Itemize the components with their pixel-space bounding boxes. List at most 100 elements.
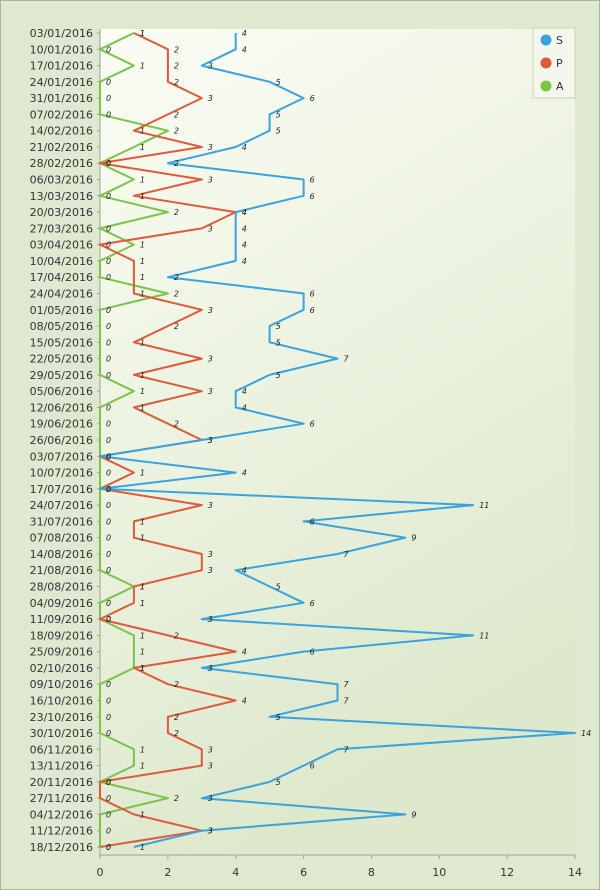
data-label-p: 2 <box>174 62 179 71</box>
y-tick-label: 15/05/2016 <box>30 336 93 349</box>
y-tick-label: 18/09/2016 <box>30 629 93 642</box>
y-tick-label: 19/06/2016 <box>30 418 93 431</box>
data-label-p: 1 <box>140 583 145 592</box>
x-tick-label: 2 <box>164 866 171 879</box>
data-label-s: 2 <box>174 159 179 168</box>
legend-swatch-a <box>540 80 552 92</box>
data-label-p: 1 <box>140 29 145 38</box>
data-label-a: 0 <box>106 566 111 575</box>
y-tick-label: 13/11/2016 <box>30 760 93 773</box>
data-label-a: 2 <box>174 794 179 803</box>
data-label-p: 1 <box>140 289 145 298</box>
y-tick-label: 11/12/2016 <box>30 825 93 838</box>
data-label-a: 0 <box>106 827 111 836</box>
data-label-s: 4 <box>242 208 247 217</box>
data-label-s: 6 <box>310 762 315 771</box>
data-label-a: 0 <box>106 843 111 852</box>
y-tick-label: 11/09/2016 <box>30 613 93 626</box>
data-label-a: 0 <box>106 110 111 119</box>
data-label-a: 0 <box>106 517 111 526</box>
data-label-a: 0 <box>106 159 111 168</box>
data-label-p: 4 <box>242 648 247 657</box>
data-label-p: 2 <box>174 713 179 722</box>
data-label-a: 1 <box>140 648 145 657</box>
y-tick-label: 13/03/2016 <box>30 190 93 203</box>
x-tick-label: 14 <box>568 866 582 879</box>
data-label-a: 0 <box>106 45 111 54</box>
data-label-s: 6 <box>310 192 315 201</box>
data-label-a: 0 <box>106 306 111 315</box>
data-label-s: 5 <box>276 338 281 347</box>
y-tick-label: 27/11/2016 <box>30 792 93 805</box>
data-label-p: 1 <box>140 534 145 543</box>
y-tick-label: 12/06/2016 <box>30 401 93 414</box>
data-label-s: 5 <box>276 371 281 380</box>
data-label-a: 0 <box>106 224 111 233</box>
data-label-p: 0 <box>106 241 111 250</box>
y-tick-label: 24/04/2016 <box>30 287 93 300</box>
data-label-a: 0 <box>106 810 111 819</box>
data-label-s: 4 <box>242 29 247 38</box>
x-tick-label: 0 <box>97 866 104 879</box>
data-label-s: 3 <box>208 615 213 624</box>
data-label-p: 3 <box>208 566 213 575</box>
y-tick-label: 18/12/2016 <box>30 841 93 854</box>
y-tick-label: 31/01/2016 <box>30 92 93 105</box>
data-label-s: 5 <box>276 583 281 592</box>
data-label-s: 5 <box>276 778 281 787</box>
data-label-p: 3 <box>208 176 213 185</box>
series-line-s <box>99 33 576 848</box>
data-label-s: 0 <box>106 485 111 494</box>
data-label-p: 1 <box>140 517 145 526</box>
data-label-a: 1 <box>140 664 145 673</box>
data-label-p: 2 <box>174 78 179 87</box>
data-label-p: 1 <box>140 810 145 819</box>
data-label-a: 0 <box>106 615 111 624</box>
data-label-p: 0 <box>106 778 111 787</box>
data-label-p: 3 <box>208 550 213 559</box>
data-label-a: 0 <box>106 322 111 331</box>
data-label-s: 6 <box>310 517 315 526</box>
data-label-p: 0 <box>106 452 111 461</box>
data-label-s: 7 <box>344 355 350 364</box>
data-label-p: 3 <box>208 745 213 754</box>
y-tick-label: 10/04/2016 <box>30 255 93 268</box>
data-label-s: 7 <box>344 745 350 754</box>
data-label-a: 0 <box>106 420 111 429</box>
legend-label-s: S <box>556 34 563 47</box>
plot-area <box>100 29 575 855</box>
data-label-a: 0 <box>106 355 111 364</box>
data-label-p: 2 <box>174 680 179 689</box>
data-label-a: 0 <box>106 436 111 445</box>
data-label-a: 0 <box>106 713 111 722</box>
data-label-s: 3 <box>208 794 213 803</box>
data-label-s: 3 <box>208 436 213 445</box>
data-label-p: 3 <box>208 94 213 103</box>
data-label-p: 3 <box>208 306 213 315</box>
data-label-s: 9 <box>411 534 416 543</box>
data-label-a: 1 <box>140 583 145 592</box>
legend-box <box>532 27 576 99</box>
y-tick-label: 28/02/2016 <box>30 157 93 170</box>
data-label-p: 3 <box>208 355 213 364</box>
y-tick-label: 09/10/2016 <box>30 678 93 691</box>
data-label-a: 0 <box>106 78 111 87</box>
data-label-p: 3 <box>208 827 213 836</box>
y-tick-label: 04/09/2016 <box>30 597 93 610</box>
data-label-a: 2 <box>174 208 179 217</box>
y-tick-label: 17/04/2016 <box>30 271 93 284</box>
y-tick-label: 30/10/2016 <box>30 727 93 740</box>
data-label-a: 0 <box>106 371 111 380</box>
data-label-a: 0 <box>106 403 111 412</box>
data-label-a: 0 <box>106 338 111 347</box>
data-label-a: 0 <box>106 469 111 478</box>
data-label-p: 1 <box>140 403 145 412</box>
data-label-a: 1 <box>140 631 145 640</box>
data-label-a: 2 <box>174 127 179 136</box>
y-tick-label: 04/12/2016 <box>30 808 93 821</box>
data-label-s: 3 <box>208 664 213 673</box>
data-label-p: 1 <box>140 127 145 136</box>
data-label-a: 1 <box>140 387 145 396</box>
